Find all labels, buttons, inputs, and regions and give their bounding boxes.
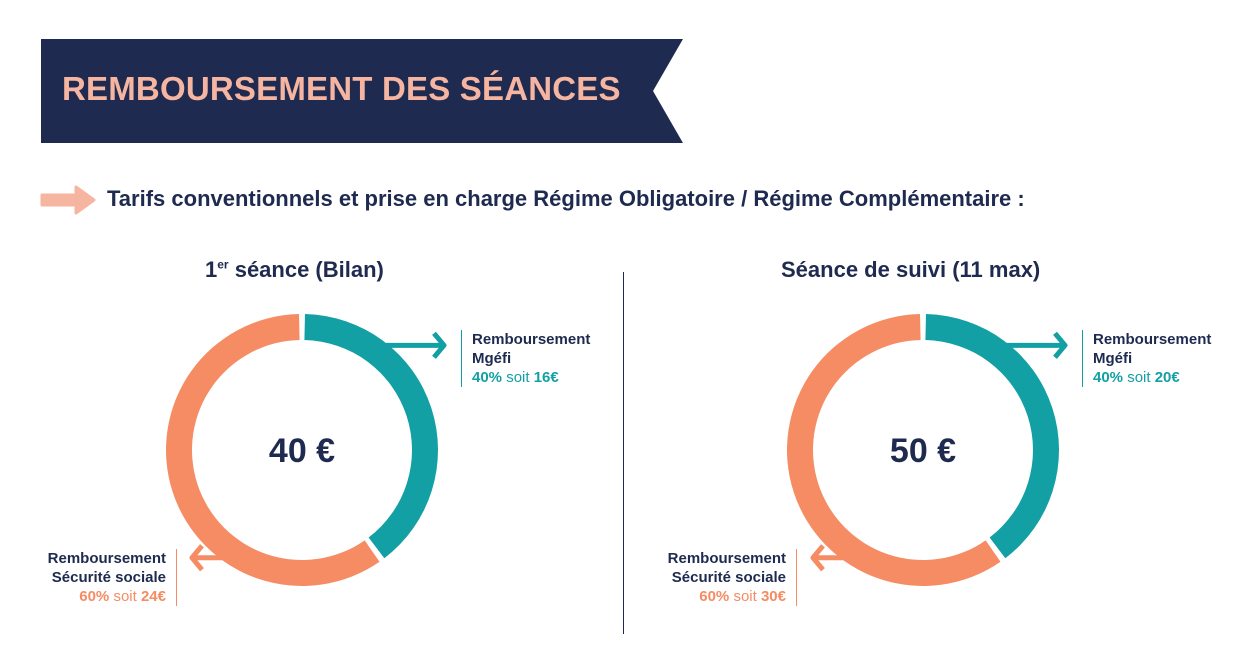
- label-mgefi-bilan: Remboursement Mgéfi 40% soit 16€: [461, 330, 590, 387]
- header-banner: [41, 39, 683, 143]
- label-mgefi-suivi: Remboursement Mgéfi 40% soit 20€: [1082, 330, 1211, 387]
- subtitle: Tarifs conventionnels et prise en charge…: [107, 186, 1025, 211]
- donut-chart-suivi: 50 €: [787, 314, 1068, 586]
- page-title: REMBOURSEMENT DES SÉANCES: [62, 70, 621, 107]
- donut-slice: [304, 314, 438, 559]
- panel-divider: [623, 272, 624, 634]
- total-value: 50 €: [890, 432, 956, 470]
- chart-title-bilan: 1er séance (Bilan): [205, 257, 384, 282]
- label-secu-bilan: Remboursement Sécurité sociale 60% soit …: [48, 549, 177, 606]
- donut-chart-bilan: 40 €: [166, 314, 447, 586]
- arrow-head-icon: [432, 331, 447, 359]
- arrow-head-icon: [1053, 331, 1068, 359]
- donut-slice: [787, 314, 1001, 586]
- total-value: 40 €: [269, 432, 335, 470]
- arrow-right-icon: [40, 185, 96, 215]
- chart-title-suivi: Séance de suivi (11 max): [781, 257, 1041, 282]
- arrow-head-icon: [189, 544, 204, 572]
- arrow-head-icon: [810, 544, 825, 572]
- label-secu-suivi: Remboursement Sécurité sociale 60% soit …: [668, 549, 797, 606]
- donut-slice: [925, 314, 1059, 559]
- donut-slice: [166, 314, 380, 586]
